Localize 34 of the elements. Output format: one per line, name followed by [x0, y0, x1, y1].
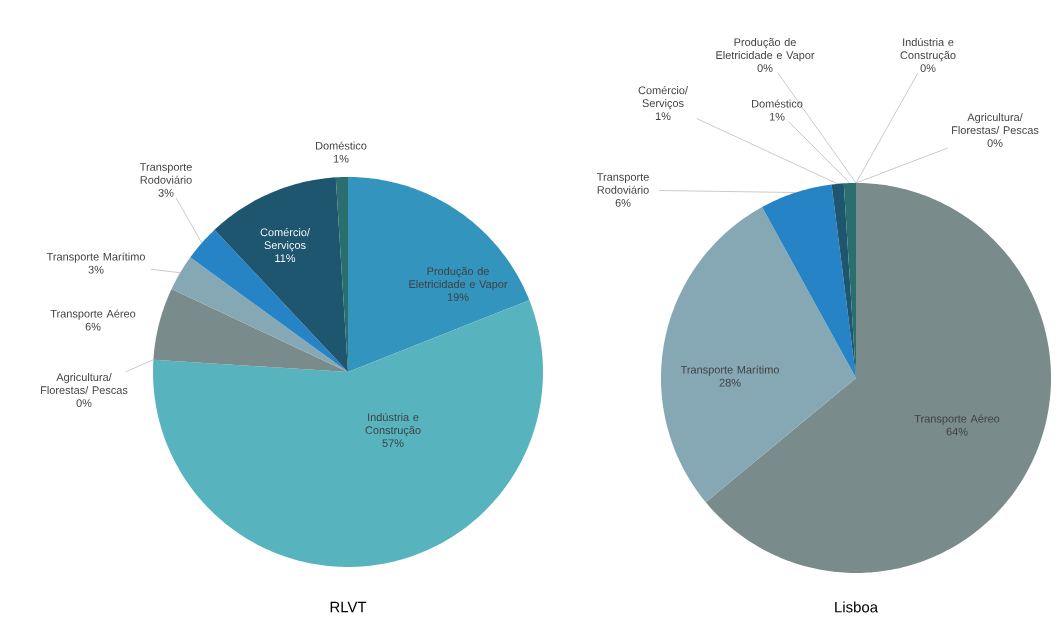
text: Lisboa [835, 601, 879, 613]
data-label: 28% [719, 378, 741, 387]
text: 0% [920, 64, 936, 73]
slice-label: Transporte Rodoviário [596, 173, 649, 194]
text: RLVT [330, 601, 367, 613]
category-label: Agricultura/ Florestas/ Pescas [952, 113, 1039, 135]
slice-label: Transporte Aéreo [914, 414, 1000, 425]
data-label: 64% [946, 427, 968, 436]
text: 0% [757, 64, 773, 72]
category-label: Agricultura/ Florestas/ Pescas [41, 373, 128, 395]
slice-label: Comércio/ Serviços [638, 85, 688, 110]
category-label: Indústria e Construção [900, 37, 956, 62]
slice-label: Comércio/ Serviços [260, 227, 310, 252]
data-label: 1% [655, 112, 671, 120]
data-label: 3% [88, 265, 104, 274]
slice-label: Doméstico [316, 141, 367, 150]
data-label: 19% [447, 293, 469, 301]
data-label: 6% [615, 199, 631, 207]
text: 0% [76, 399, 92, 407]
data-label: 1% [769, 112, 785, 121]
slice-label: Transporte Aéreo [50, 309, 136, 320]
data-label: 11% [275, 254, 296, 262]
data-label: 3% [158, 189, 174, 197]
slice-label: Produção de Eletricidade e Vapor [409, 267, 508, 291]
data-label: 57% [382, 439, 404, 448]
text: 0% [987, 139, 1003, 147]
slice-label: Transporte Rodoviário [139, 163, 192, 184]
category-label: Produção de Eletricidade e Vapor [716, 38, 815, 62]
slice-label: Transporte Marítimo [680, 365, 779, 376]
data-label: 1% [333, 154, 349, 163]
slice-label: Indústria e Construção [365, 412, 421, 437]
slice-label: Doméstico [752, 99, 803, 108]
data-label: 6% [85, 322, 101, 331]
slice-label: Transporte Marítimo [46, 252, 145, 263]
